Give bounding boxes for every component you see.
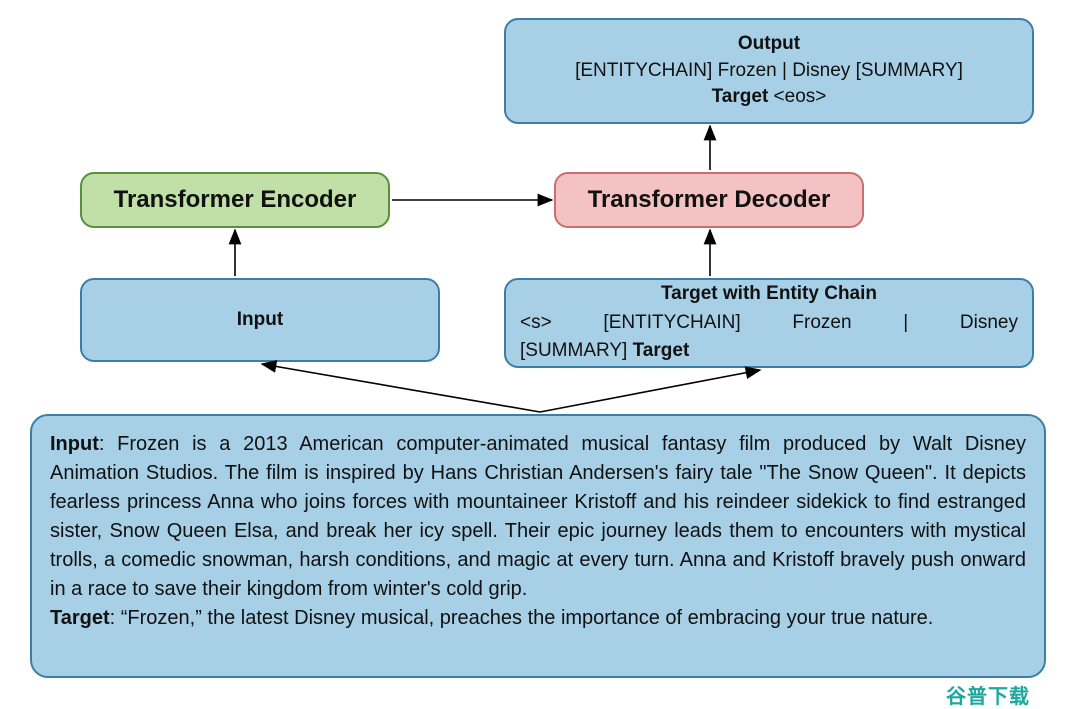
- decoder-node: Transformer Decoder: [554, 172, 864, 228]
- encoder-label: Transformer Encoder: [114, 186, 357, 214]
- input-big-target-text: : “Frozen,” the latest Disney musical, p…: [110, 607, 934, 629]
- output-target-suffix: <eos>: [768, 86, 826, 107]
- arrow-input_big_top-target_chain_bottom: [540, 370, 760, 412]
- input-big-input-text: : Frozen is a 2013 American computer-ani…: [50, 433, 1026, 600]
- output-node: Output [ENTITYCHAIN] Frozen | Disney [SU…: [504, 18, 1034, 124]
- encoder-node: Transformer Encoder: [80, 172, 390, 228]
- arrow-input_big_top-input_small_bottom: [262, 364, 540, 412]
- target-chain-line2-prefix: [SUMMARY]: [520, 340, 633, 361]
- input-big-input-label: Input: [50, 433, 99, 455]
- target-chain-node: Target with Entity Chain <s> [ENTITYCHAI…: [504, 278, 1034, 368]
- target-chain-title: Target with Entity Chain: [520, 280, 1018, 309]
- output-target-label: Target: [712, 86, 769, 107]
- target-chain-line1: <s> [ENTITYCHAIN] Frozen | Disney: [520, 309, 1018, 338]
- output-line1: [ENTITYCHAIN] Frozen | Disney [SUMMARY]: [575, 58, 963, 85]
- output-target-line: Target <eos>: [712, 84, 827, 111]
- target-chain-line2-bold: Target: [633, 340, 690, 361]
- input-big-target-label: Target: [50, 607, 110, 629]
- input-small-label: Input: [237, 309, 283, 331]
- target-chain-line2: [SUMMARY] Target: [520, 337, 1018, 366]
- watermark-text: 谷普下载: [946, 680, 1030, 709]
- input-big-node: Input: Frozen is a 2013 American compute…: [30, 414, 1046, 678]
- input-small-node: Input: [80, 278, 440, 362]
- output-title: Output: [738, 31, 800, 58]
- decoder-label: Transformer Decoder: [588, 186, 831, 214]
